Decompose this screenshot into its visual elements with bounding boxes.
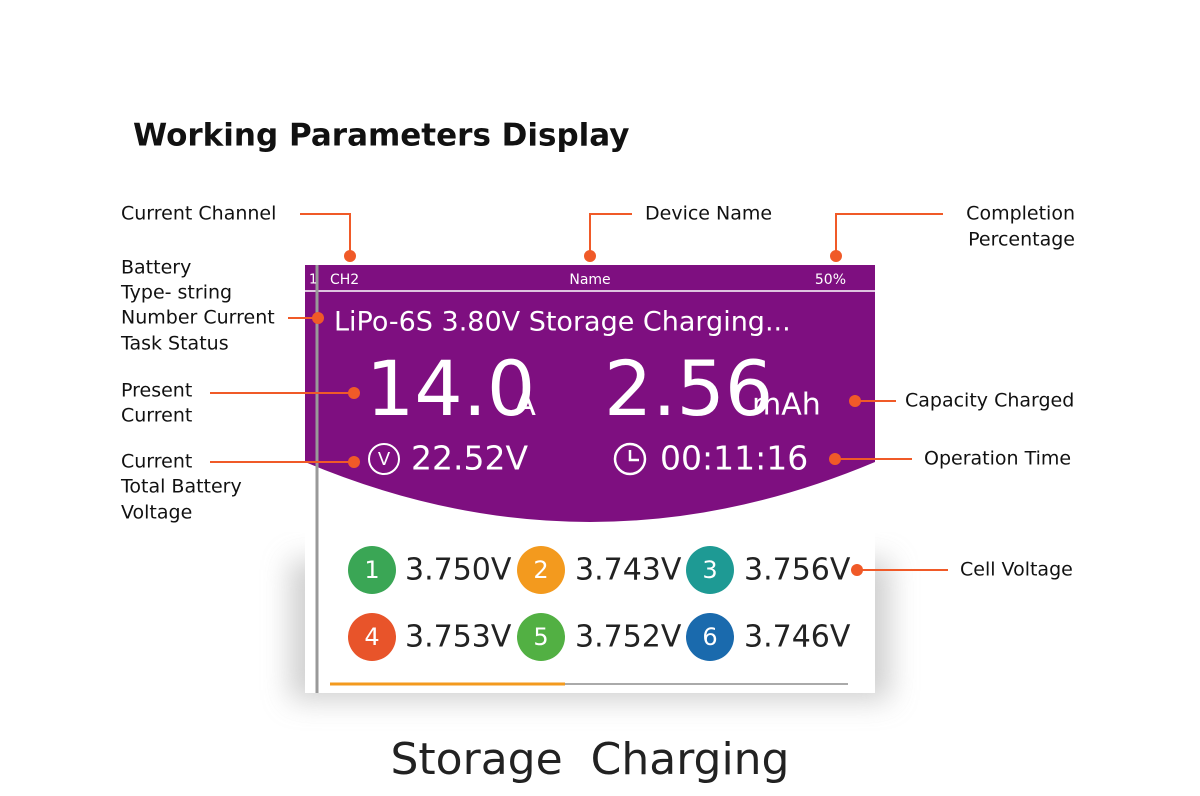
annotations: Current Channel Device Name Completion P…	[120, 203, 1075, 581]
cell-badge	[348, 613, 396, 661]
operation-time: 00:11:16	[660, 439, 808, 478]
annotation-label: Task Status	[120, 333, 229, 355]
leader-dot	[849, 395, 861, 407]
cell-voltage: 3.756V	[744, 553, 851, 588]
annotation-label: Present	[121, 380, 192, 402]
annotation-label: Current	[121, 405, 192, 427]
cell-voltage: 3.753V	[405, 620, 512, 655]
annotation-label: Current Channel	[121, 203, 276, 225]
leader-line	[589, 213, 632, 252]
cell-badge	[686, 613, 734, 661]
capacity-unit: mAh	[752, 388, 821, 423]
annotation-label: Voltage	[121, 502, 192, 524]
clock-hands	[628, 450, 639, 462]
leader-dot	[829, 453, 841, 465]
annotation-label: Type- string	[120, 282, 232, 304]
leader-dot	[584, 250, 596, 262]
leader-line	[300, 213, 351, 252]
leader-dot	[348, 387, 360, 399]
annotation-label: Number Current	[121, 307, 275, 329]
current: 14.0	[366, 344, 535, 433]
cell-voltage: 3.743V	[575, 553, 682, 588]
leader-dot	[348, 456, 360, 468]
voltage: 22.52V	[411, 439, 528, 478]
cell-badge	[348, 546, 396, 594]
cell-index: 1	[364, 556, 379, 584]
channel-index: 1	[309, 273, 317, 288]
cell-badge	[517, 613, 565, 661]
leader-dot	[312, 312, 324, 324]
annotation-label: Current	[121, 451, 192, 473]
cell-index: 4	[364, 623, 379, 651]
leader-dot	[830, 250, 842, 262]
title: Working Parameters Display	[133, 118, 629, 154]
annotation-label: Total Battery	[120, 476, 242, 498]
leader-dot	[344, 250, 356, 262]
voltage-icon	[368, 443, 400, 475]
current-unit: A	[514, 385, 536, 423]
annotation-label: Completion	[966, 203, 1075, 225]
cells: 1 3.750V 2 3.743V 3 3.756V 4 3.753V 5 3.…	[348, 546, 851, 661]
device-name: Name	[569, 272, 610, 288]
annotation-label: Battery	[121, 257, 191, 279]
cell-badge	[517, 546, 565, 594]
caption: Storage Charging	[391, 734, 790, 785]
task-status: LiPo-6S 3.80V Storage Charging...	[334, 307, 791, 338]
leader-dot	[851, 564, 863, 576]
voltage-icon-letter: V	[378, 449, 391, 470]
annotation-label: Capacity Charged	[905, 390, 1074, 412]
cell-voltage: 3.750V	[405, 553, 512, 588]
leader-line	[835, 213, 943, 252]
cell-index: 6	[702, 623, 717, 651]
annotation-label: Percentage	[968, 229, 1075, 251]
cell-badge	[686, 546, 734, 594]
annotation-label: Cell Voltage	[960, 559, 1073, 581]
channel: CH2	[330, 272, 359, 288]
cell-index: 2	[533, 556, 548, 584]
cell-voltage: 3.752V	[575, 620, 682, 655]
annotation-label: Device Name	[645, 203, 772, 225]
clock-icon	[613, 442, 647, 476]
cell-index: 5	[533, 623, 548, 651]
cell-index: 3	[702, 556, 717, 584]
capacity: 2.56	[604, 344, 773, 433]
cell-voltage: 3.746V	[744, 620, 851, 655]
annotation-label: Operation Time	[924, 448, 1071, 470]
screen-header-panel	[305, 265, 875, 522]
percentage: 50%	[815, 272, 846, 288]
